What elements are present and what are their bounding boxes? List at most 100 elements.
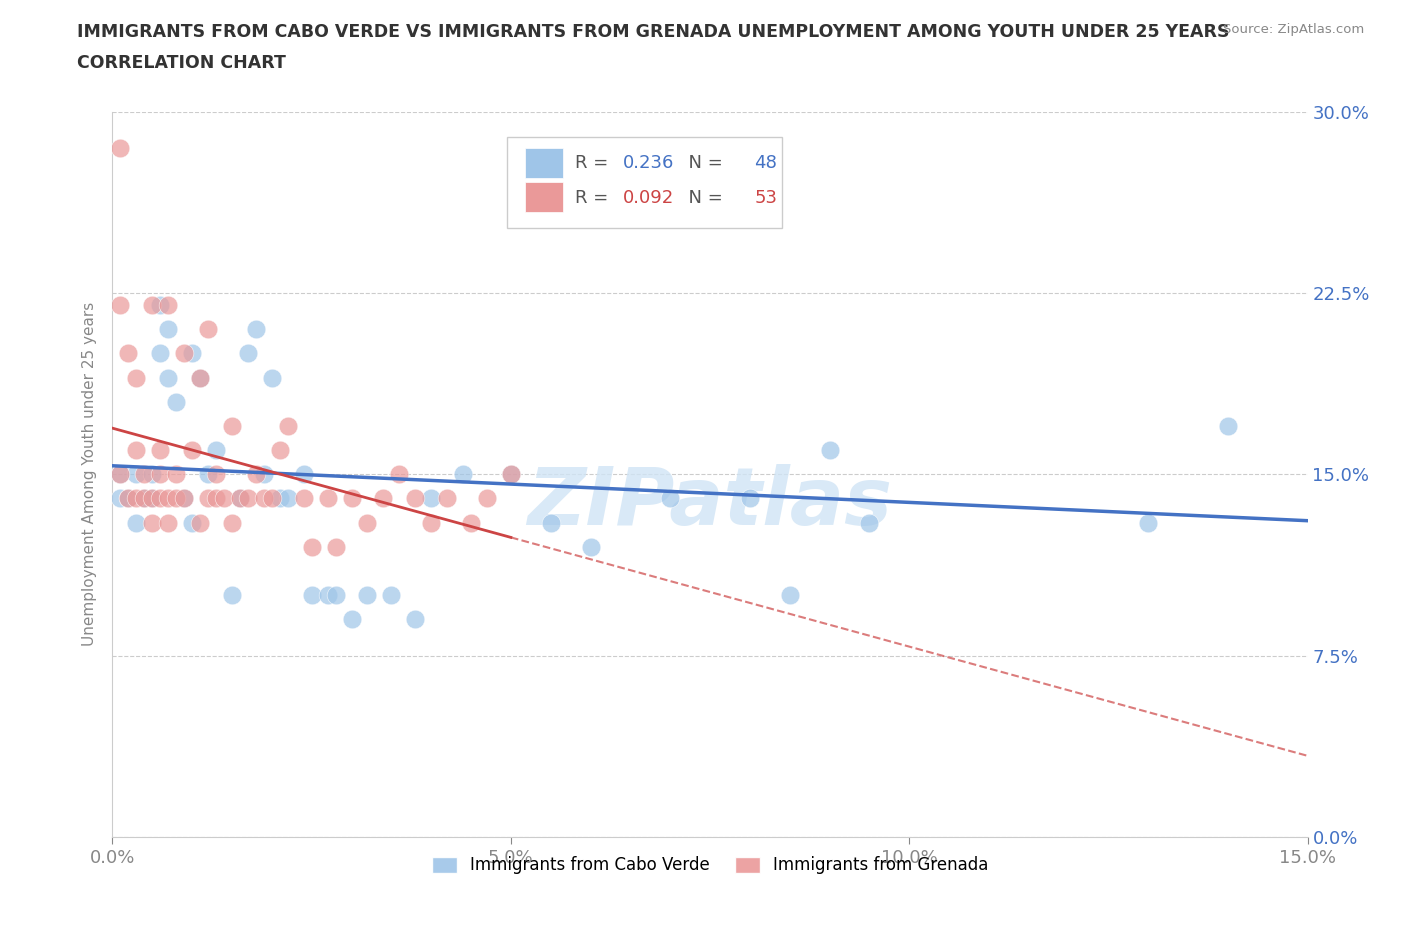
Immigrants from Grenada	[188, 515, 211, 530]
Immigrants from Cabo Verde	[858, 515, 880, 530]
Immigrants from Cabo Verde	[125, 515, 148, 530]
Immigrants from Cabo Verde	[738, 491, 761, 506]
Immigrants from Grenada	[165, 467, 187, 482]
Immigrants from Grenada	[188, 370, 211, 385]
Immigrants from Grenada	[340, 491, 363, 506]
Immigrants from Cabo Verde	[236, 346, 259, 361]
Immigrants from Grenada	[277, 418, 299, 433]
Immigrants from Cabo Verde	[188, 370, 211, 385]
Immigrants from Cabo Verde	[325, 588, 347, 603]
Immigrants from Cabo Verde	[316, 588, 339, 603]
Immigrants from Cabo Verde	[301, 588, 323, 603]
Immigrants from Grenada	[205, 491, 228, 506]
Immigrants from Cabo Verde	[117, 491, 139, 506]
Text: Source: ZipAtlas.com: Source: ZipAtlas.com	[1223, 23, 1364, 36]
Immigrants from Cabo Verde	[110, 467, 132, 482]
Immigrants from Cabo Verde	[229, 491, 252, 506]
Immigrants from Cabo Verde	[134, 491, 156, 506]
Immigrants from Grenada	[134, 467, 156, 482]
Immigrants from Cabo Verde	[292, 467, 315, 482]
Immigrants from Cabo Verde	[499, 467, 522, 482]
Immigrants from Grenada	[301, 539, 323, 554]
Immigrants from Grenada	[475, 491, 498, 506]
Immigrants from Grenada	[197, 322, 219, 337]
Immigrants from Grenada	[436, 491, 458, 506]
Immigrants from Grenada	[260, 491, 283, 506]
Immigrants from Cabo Verde	[540, 515, 562, 530]
Immigrants from Cabo Verde	[157, 322, 180, 337]
Immigrants from Grenada	[269, 443, 291, 458]
Immigrants from Cabo Verde	[779, 588, 801, 603]
Immigrants from Cabo Verde	[181, 346, 204, 361]
Immigrants from Grenada	[205, 467, 228, 482]
Immigrants from Grenada	[388, 467, 411, 482]
Immigrants from Grenada	[404, 491, 426, 506]
Immigrants from Cabo Verde	[181, 515, 204, 530]
Immigrants from Grenada	[110, 467, 132, 482]
FancyBboxPatch shape	[524, 148, 562, 179]
Immigrants from Cabo Verde	[110, 491, 132, 506]
Immigrants from Grenada	[356, 515, 378, 530]
Text: 53: 53	[754, 189, 778, 206]
Immigrants from Cabo Verde	[253, 467, 276, 482]
Immigrants from Cabo Verde	[173, 491, 195, 506]
Immigrants from Grenada	[149, 443, 172, 458]
Immigrants from Grenada	[149, 491, 172, 506]
Immigrants from Cabo Verde	[157, 370, 180, 385]
Text: CORRELATION CHART: CORRELATION CHART	[77, 54, 287, 72]
Immigrants from Cabo Verde	[619, 177, 641, 192]
Immigrants from Cabo Verde	[260, 370, 283, 385]
Immigrants from Grenada	[173, 491, 195, 506]
Immigrants from Grenada	[229, 491, 252, 506]
Immigrants from Cabo Verde	[141, 491, 163, 506]
Immigrants from Grenada	[499, 467, 522, 482]
Immigrants from Cabo Verde	[1216, 418, 1239, 433]
Immigrants from Grenada	[316, 491, 339, 506]
Text: R =: R =	[575, 189, 614, 206]
Immigrants from Grenada	[125, 370, 148, 385]
Immigrants from Grenada	[149, 467, 172, 482]
Immigrants from Grenada	[221, 418, 243, 433]
Immigrants from Grenada	[157, 515, 180, 530]
Immigrants from Grenada	[117, 346, 139, 361]
FancyBboxPatch shape	[508, 137, 782, 228]
Immigrants from Cabo Verde	[149, 298, 172, 312]
Immigrants from Cabo Verde	[149, 346, 172, 361]
Immigrants from Grenada	[173, 346, 195, 361]
Immigrants from Cabo Verde	[269, 491, 291, 506]
Immigrants from Grenada	[221, 515, 243, 530]
Immigrants from Grenada	[117, 491, 139, 506]
Immigrants from Grenada	[165, 491, 187, 506]
Immigrants from Grenada	[212, 491, 235, 506]
Immigrants from Cabo Verde	[340, 612, 363, 627]
Immigrants from Cabo Verde	[277, 491, 299, 506]
Immigrants from Grenada	[157, 298, 180, 312]
Immigrants from Grenada	[141, 515, 163, 530]
Immigrants from Cabo Verde	[165, 394, 187, 409]
Immigrants from Grenada	[110, 298, 132, 312]
Immigrants from Cabo Verde	[141, 467, 163, 482]
Text: N =: N =	[676, 189, 728, 206]
Immigrants from Grenada	[141, 298, 163, 312]
Immigrants from Grenada	[460, 515, 482, 530]
Immigrants from Grenada	[141, 491, 163, 506]
FancyBboxPatch shape	[524, 182, 562, 212]
Immigrants from Grenada	[245, 467, 267, 482]
Text: 0.236: 0.236	[623, 154, 673, 172]
Text: ZIPatlas: ZIPatlas	[527, 464, 893, 542]
Text: R =: R =	[575, 154, 614, 172]
Text: 0.092: 0.092	[623, 189, 673, 206]
Immigrants from Cabo Verde	[197, 467, 219, 482]
Immigrants from Cabo Verde	[205, 443, 228, 458]
Immigrants from Grenada	[110, 140, 132, 155]
Immigrants from Grenada	[197, 491, 219, 506]
Immigrants from Grenada	[420, 515, 443, 530]
Text: 48: 48	[754, 154, 778, 172]
Immigrants from Cabo Verde	[380, 588, 402, 603]
Immigrants from Cabo Verde	[245, 322, 267, 337]
Immigrants from Cabo Verde	[221, 588, 243, 603]
Immigrants from Cabo Verde	[420, 491, 443, 506]
Immigrants from Grenada	[325, 539, 347, 554]
Immigrants from Cabo Verde	[579, 539, 602, 554]
Immigrants from Grenada	[292, 491, 315, 506]
